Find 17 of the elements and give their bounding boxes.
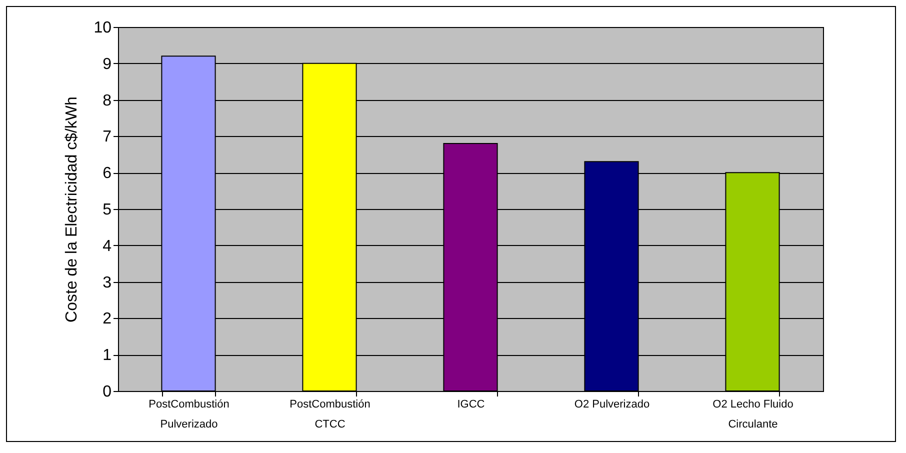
x-tick-label: PostCombustión CTCC <box>290 398 370 430</box>
x-tick-label: O2 Pulverizado <box>574 398 650 410</box>
y-tick-label: 10 <box>94 20 112 36</box>
y-tick-label: 4 <box>102 238 112 255</box>
x-tick-label: PostCombustión Pulverizado <box>148 398 230 430</box>
y-tick-label: 6 <box>102 165 112 182</box>
y-axis-title: Coste de la Electricidad c$/kWh <box>64 96 81 322</box>
y-tick-label: 9 <box>102 56 112 73</box>
y-tick-label: 5 <box>102 202 112 218</box>
y-tick-label: 7 <box>102 128 112 146</box>
x-tick-label: O2 Lecho Fluido Circulante <box>712 398 794 430</box>
y-tick-label: 1 <box>102 347 112 364</box>
y-tick-label: 8 <box>102 92 112 110</box>
y-tick-label: 2 <box>102 310 112 328</box>
y-tick-label: 0 <box>102 384 112 400</box>
x-tick-label: IGCC <box>457 398 485 410</box>
y-tick-label: 3 <box>102 274 112 292</box>
